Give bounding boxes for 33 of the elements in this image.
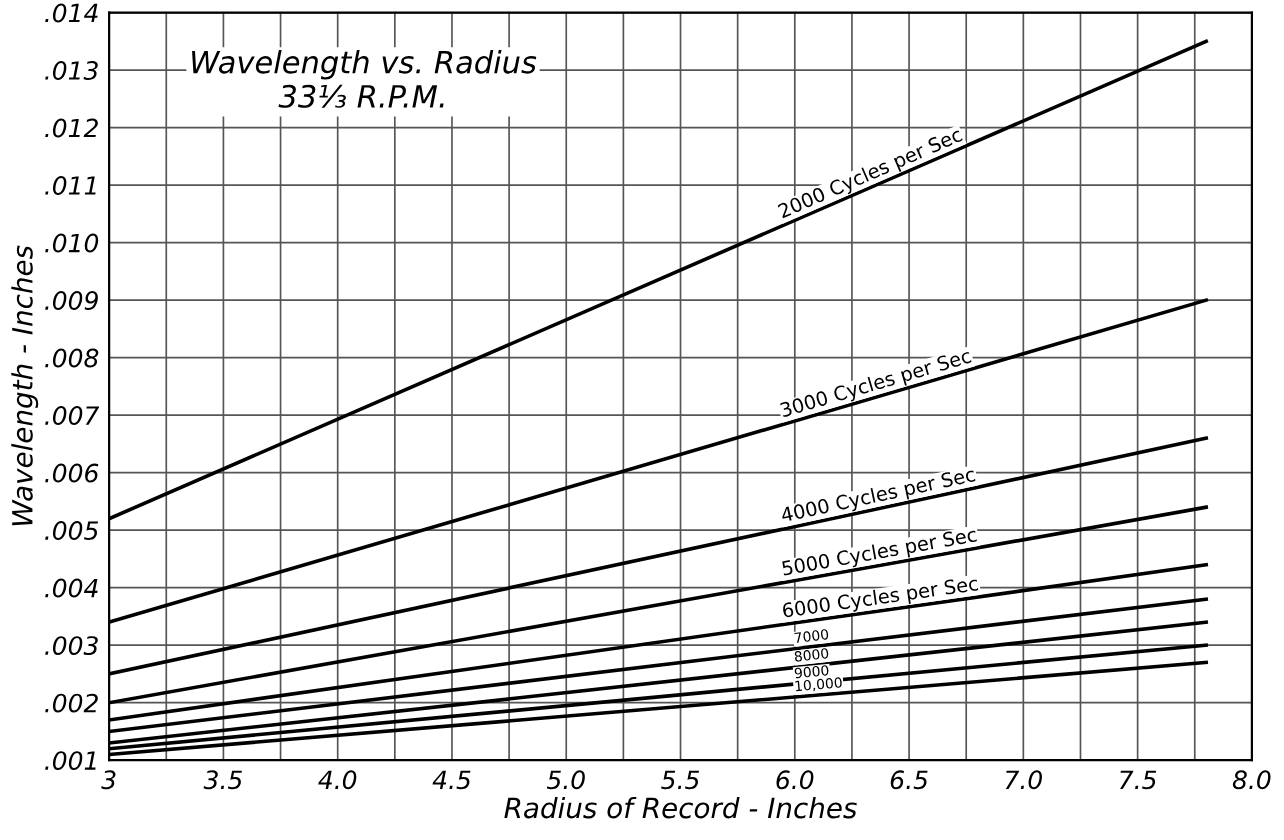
y-tick-label: .013	[45, 61, 98, 80]
x-tick-label: 8.0	[1232, 770, 1271, 790]
x-tick-label: 4.5	[432, 770, 471, 790]
x-tick-label: 5.0	[546, 770, 585, 790]
y-tick-label: .007	[45, 406, 100, 426]
text: 4000 Cycles per Sec	[780, 466, 977, 527]
y-tick-label: .004	[45, 578, 98, 598]
x-tick-label: 3.5	[203, 770, 242, 790]
y-tick-label: .005	[45, 521, 99, 541]
x-axis-title: Radius of Record - Inches	[504, 796, 857, 819]
x-tick-label: 5.5	[661, 770, 700, 790]
x-tick-label: 7.0	[1005, 770, 1042, 790]
y-tick-label: .011	[45, 176, 96, 195]
text: 3000 Cycles per Sec	[779, 347, 973, 422]
y-tick-label: .012	[45, 118, 98, 138]
y-tick-label: .010	[45, 233, 99, 253]
x-tick-label: 3	[101, 770, 116, 790]
y-tick-label: .006	[45, 463, 99, 483]
y-tick-label: .002	[45, 693, 98, 713]
y-tick-label: .008	[45, 348, 99, 368]
x-tick-label: 7.5	[1120, 770, 1157, 790]
text: 5000 Cycles per Sec	[781, 526, 978, 580]
text: 6000 Cycles per Sec	[782, 575, 979, 622]
y-axis-title: Wavelength - Inches	[11, 245, 39, 526]
y-tick-label: .003	[45, 636, 98, 656]
x-tick-label: 4.0	[318, 770, 357, 790]
x-tick-label: 6.0	[776, 770, 814, 790]
text: Wavelength vs. Radius 33⅓ R.P.M.	[192, 49, 537, 108]
y-tick-label: .014	[45, 3, 98, 23]
y-tick-label: .009	[45, 291, 98, 310]
text: 2000 Cycles per Sec	[777, 126, 965, 222]
x-tick-label: 6.5	[890, 770, 928, 790]
y-tick-label: .001	[45, 751, 96, 771]
